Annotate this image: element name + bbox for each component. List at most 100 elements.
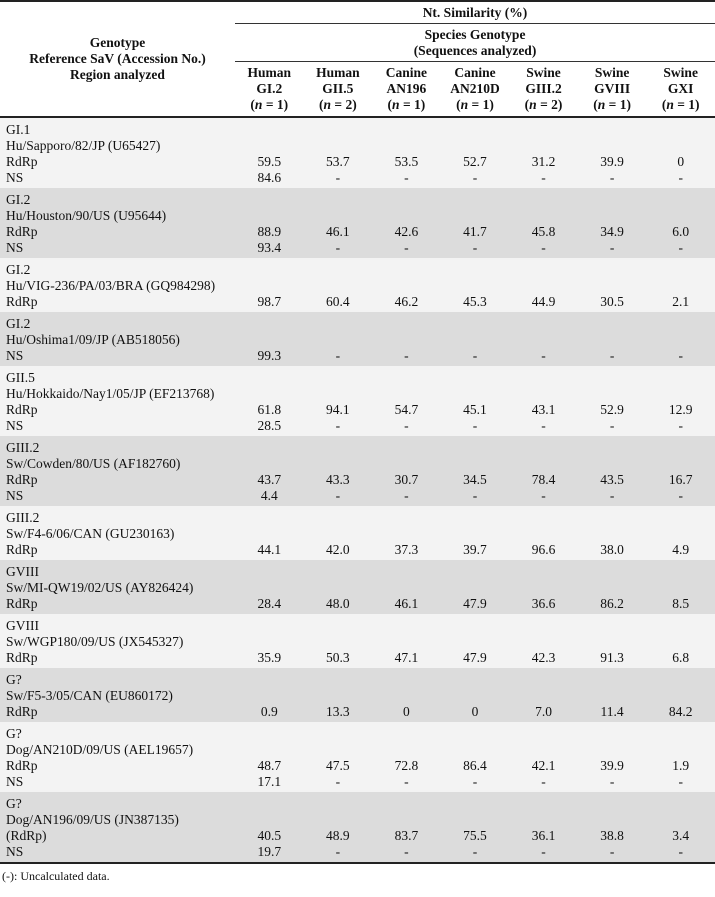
- column-header: Human GI.2 (n = 1): [235, 61, 304, 118]
- region-row: RdRp 28.4 48.0 46.1 47.9 36.6 86.2 8.5: [0, 596, 715, 614]
- similarity-value: 42.1: [531, 758, 556, 773]
- column-species: Human: [316, 65, 360, 80]
- similarity-value: 88.9: [257, 224, 282, 239]
- reference-label: Sw/WGP180/09/US (JX545327): [6, 634, 184, 649]
- reference-label: Dog/AN210D/09/US (AEL19657): [6, 742, 194, 757]
- similarity-value: 19.7: [257, 844, 282, 859]
- genotype-row: G?: [0, 722, 715, 742]
- similarity-value: -: [609, 170, 615, 185]
- genotype-row: GIII.2: [0, 506, 715, 526]
- species-genotype-label: Species Genotype: [424, 26, 526, 42]
- genotype-label: GII.5: [6, 370, 35, 385]
- similarity-value: -: [404, 170, 409, 185]
- similarity-value: 86.2: [600, 596, 624, 611]
- similarity-value: 53.5: [394, 154, 419, 169]
- region-row: NS 17.1 - - - - - -: [0, 774, 715, 792]
- region-label: RdRp: [6, 472, 38, 487]
- region-label: RdRp: [6, 704, 38, 719]
- similarity-value: 7.0: [535, 704, 552, 719]
- genotype-row: GI.2: [0, 258, 715, 278]
- similarity-value: 39.9: [600, 758, 624, 773]
- similarity-value: 84.2: [668, 704, 693, 719]
- region-label: NS: [6, 774, 24, 789]
- column-genotype: GII.5: [322, 81, 354, 96]
- similarity-value: 52.7: [463, 154, 487, 169]
- similarity-value: -: [678, 240, 683, 255]
- similarity-value: -: [541, 348, 546, 363]
- similarity-value: 12.9: [668, 402, 693, 417]
- reference-row: Hu/Oshima1/09/JP (AB518056): [0, 332, 715, 348]
- region-label: RdRp: [6, 650, 38, 665]
- region-label: RdRp: [6, 758, 38, 773]
- reference-row: Sw/WGP180/09/US (JX545327): [0, 634, 715, 650]
- similarity-value: 52.9: [600, 402, 624, 417]
- header-region: Region analyzed: [70, 67, 165, 82]
- reference-row: Sw/F5-3/05/CAN (EU860172): [0, 688, 715, 704]
- genotype-row: GVIII: [0, 614, 715, 634]
- similarity-value: -: [541, 774, 546, 789]
- similarity-value: -: [678, 348, 683, 363]
- similarity-value: 8.5: [672, 596, 690, 611]
- similarity-value: 43.1: [531, 402, 556, 417]
- similarity-value: -: [335, 348, 341, 363]
- similarity-value: -: [404, 488, 409, 503]
- genotype-label: GI.2: [6, 262, 31, 277]
- similarity-value: 94.1: [326, 402, 350, 417]
- region-label: RdRp: [6, 154, 38, 169]
- similarity-value: 78.4: [531, 472, 556, 487]
- column-n: (n = 1): [387, 97, 426, 112]
- similarity-value: 6.8: [672, 650, 690, 665]
- region-label: NS: [6, 844, 24, 859]
- region-row: NS 84.6 - - - - - -: [0, 170, 715, 188]
- similarity-value: -: [678, 488, 683, 503]
- similarity-value: -: [609, 844, 615, 859]
- similarity-value: 1.9: [672, 758, 690, 773]
- similarity-value: 43.7: [257, 472, 282, 487]
- region-row: NS 93.4 - - - - - -: [0, 240, 715, 258]
- region-row: RdRp 0.9 13.3 0 0 7.0 11.4 84.2: [0, 704, 715, 722]
- similarity-value: 0.9: [260, 704, 278, 719]
- similarity-value: 34.9: [600, 224, 624, 239]
- similarity-value: 28.4: [257, 596, 282, 611]
- similarity-value: 72.8: [394, 758, 419, 773]
- region-label: NS: [6, 240, 24, 255]
- genotype-label: G?: [6, 726, 22, 741]
- column-n-value: 2: [551, 97, 558, 112]
- similarity-value: 6.0: [672, 224, 690, 239]
- reference-row: Dog/AN210D/09/US (AEL19657): [0, 742, 715, 758]
- similarity-value: -: [609, 348, 615, 363]
- similarity-value: 61.8: [257, 402, 282, 417]
- similarity-value: -: [609, 240, 615, 255]
- nt-similarity-table: Genotype Reference SaV (Accession No.) R…: [0, 1, 715, 863]
- column-genotype: GXI: [667, 81, 694, 96]
- column-n: (n = 2): [524, 97, 563, 112]
- similarity-value: 47.5: [326, 758, 350, 773]
- region-row: RdRp 48.7 47.5 72.8 86.4 42.1 39.9 1.9: [0, 758, 715, 774]
- similarity-value: 2.1: [672, 294, 690, 309]
- similarity-value: 47.9: [463, 650, 487, 665]
- region-label: NS: [6, 170, 24, 185]
- similarity-value: 98.7: [257, 294, 282, 309]
- region-label: NS: [6, 488, 24, 503]
- reference-label: Hu/Sapporo/82/JP (U65427): [6, 138, 161, 153]
- region-row: RdRp 98.7 60.4 46.2 45.3 44.9 30.5 2.1: [0, 294, 715, 312]
- similarity-value: 17.1: [257, 774, 282, 789]
- column-genotype: GIII.2: [525, 81, 562, 96]
- similarity-value: 39.9: [600, 154, 624, 169]
- genotype-row: GII.5: [0, 366, 715, 386]
- similarity-value: 40.5: [257, 828, 282, 843]
- similarity-value: 91.3: [600, 650, 624, 665]
- genotype-row: G?: [0, 792, 715, 812]
- column-genotype: GI.2: [256, 81, 283, 96]
- reference-row: Dog/AN196/09/US (JN387135): [0, 812, 715, 828]
- similarity-value: -: [541, 418, 546, 433]
- similarity-value: -: [335, 418, 341, 433]
- similarity-value: 30.7: [394, 472, 419, 487]
- header-genotype: Genotype: [89, 35, 146, 50]
- similarity-value: 0: [471, 704, 479, 719]
- footnote: (-): Uncalculated data.: [2, 869, 110, 883]
- region-label: RdRp: [6, 542, 38, 557]
- similarity-value: 28.5: [257, 418, 282, 433]
- reference-row: Hu/Hokkaido/Nay1/05/JP (EF213768): [0, 386, 715, 402]
